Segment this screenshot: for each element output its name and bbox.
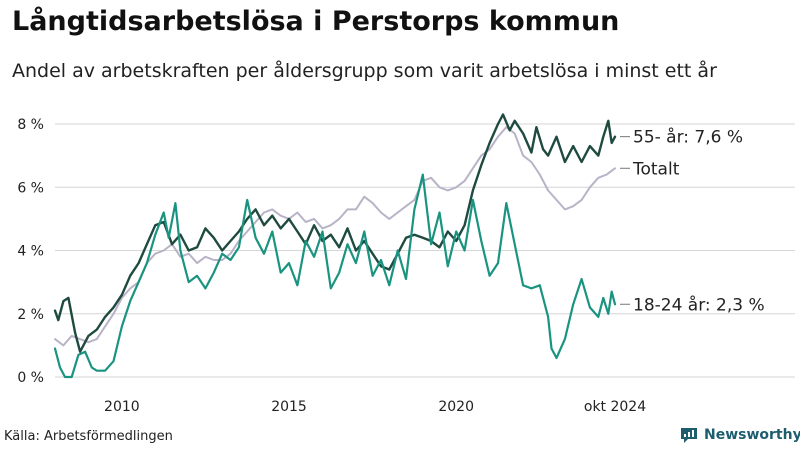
series-line-s1824 <box>53 173 617 379</box>
x-tick-label: 2015 <box>271 399 307 415</box>
chart-title: Långtidsarbetslösa i Perstorps kommun <box>12 6 620 37</box>
x-tick-label: 2010 <box>104 399 140 415</box>
end-label-total: Totalt <box>632 159 680 179</box>
newsworthy-logo-icon <box>681 428 697 443</box>
x-tick-label: 2020 <box>438 399 474 415</box>
brand-logo: Newsworthy <box>680 426 800 444</box>
y-tick-label: 4 % <box>17 244 44 260</box>
axis-labels: 0 % 2 % 4 % 6 % 8 % 2010 2015 2020 okt 2024 <box>17 117 646 415</box>
brand-name: Newsworthy <box>704 427 800 443</box>
y-tick-label: 0 % <box>17 370 44 386</box>
y-tick-label: 8 % <box>17 117 44 133</box>
chart-subtitle: Andel av arbetskraften per åldersgrupp s… <box>12 60 717 82</box>
series-line-total <box>54 126 616 347</box>
gridlines <box>55 123 795 378</box>
source-note: Källa: Arbetsförmedlingen <box>4 429 173 444</box>
x-tick-label: okt 2024 <box>584 399 646 415</box>
y-tick-label: 2 % <box>17 307 44 323</box>
end-labels: 55- år: 7,6 % Totalt 18-24 år: 2,3 % <box>620 127 765 315</box>
y-tick-label: 6 % <box>17 180 44 196</box>
series-lines <box>53 113 617 379</box>
end-label-s55: 55- år: 7,6 % <box>633 127 743 148</box>
series-line-s55 <box>53 113 617 353</box>
end-label-s1824: 18-24 år: 2,3 % <box>633 294 765 315</box>
